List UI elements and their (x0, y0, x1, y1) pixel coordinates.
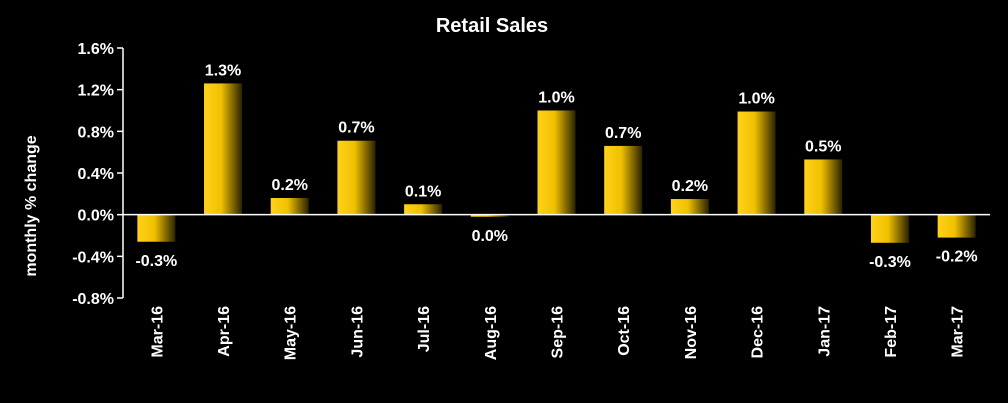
data-label: 0.2% (672, 178, 708, 195)
bar-mar-17 (937, 214, 976, 238)
y-tick-label: 0.8% (78, 124, 114, 141)
x-category-label: Apr-16 (216, 306, 233, 357)
bar-sep-16 (537, 110, 576, 215)
x-category-label: Oct-16 (616, 306, 633, 356)
data-label: 1.0% (738, 91, 774, 108)
y-tick-label: 0.0% (78, 208, 114, 225)
y-tick-label: -0.8% (72, 291, 114, 308)
bar-jan-17 (804, 159, 843, 215)
data-label: 0.1% (405, 183, 441, 200)
x-category-label: Jul-16 (416, 306, 433, 352)
x-category-label: Nov-16 (683, 306, 700, 359)
bar-nov-16 (670, 199, 709, 215)
bars (137, 83, 976, 243)
bar-oct-16 (604, 145, 643, 215)
chart-title: Retail Sales (436, 15, 548, 37)
data-label: -0.3% (135, 253, 177, 270)
bar-jul-16 (404, 204, 443, 215)
x-category-label: May-16 (283, 306, 300, 360)
bar-apr-16 (204, 83, 243, 215)
bar-mar-16 (137, 214, 176, 242)
data-label: -0.2% (936, 249, 978, 266)
x-category-label: Jun-16 (349, 306, 366, 358)
data-label: 0.7% (605, 125, 641, 142)
y-tick-label: 0.4% (78, 166, 114, 183)
y-tick-label: 1.6% (78, 41, 114, 58)
bar-jun-16 (337, 140, 376, 215)
data-label: 0.7% (338, 120, 374, 137)
y-axis-label: monthly % change (23, 135, 40, 276)
y-ticks: 1.6% 1.2% 0.8% 0.4% 0.0% -0.4% -0.8% (72, 41, 123, 308)
data-labels: -0.3% 1.3% 0.2% 0.7% 0.1% 0.0% 1.0% 0.7% 0.2% 1.0… (135, 62, 977, 270)
bar-aug-16 (470, 214, 509, 217)
bar-dec-16 (737, 111, 776, 215)
x-category-label: Aug-16 (483, 306, 500, 360)
y-tick-label: 1.2% (78, 83, 114, 100)
x-category-label: Mar-17 (950, 306, 967, 358)
data-label: 0.2% (271, 177, 307, 194)
y-tick-label: -0.4% (72, 249, 114, 266)
x-category-label: Sep-16 (550, 306, 567, 359)
x-category-label: Mar-16 (149, 306, 166, 358)
x-categories: Mar-16 Apr-16 May-16 Jun-16 Jul-16 Aug-16 Sep-… (149, 306, 966, 360)
x-category-label: Jan-17 (816, 306, 833, 357)
x-category-label: Dec-16 (750, 306, 767, 359)
data-label: -0.3% (869, 254, 911, 271)
data-label: 1.0% (538, 90, 574, 107)
data-label: 1.3% (205, 62, 241, 79)
data-label: 0.5% (805, 138, 841, 155)
data-label: 0.0% (472, 228, 508, 245)
bar-may-16 (270, 198, 309, 215)
x-category-label: Feb-17 (883, 306, 900, 358)
bar-feb-17 (870, 214, 909, 243)
